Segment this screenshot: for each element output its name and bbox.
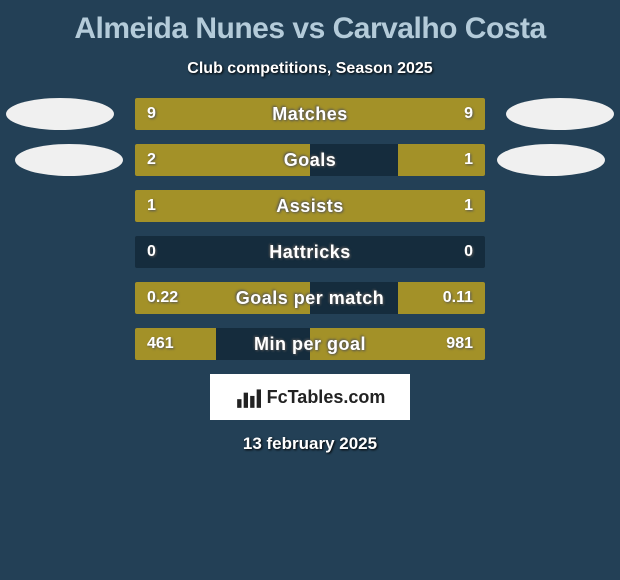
stat-row: Goals2 1 [0,144,620,176]
player-avatar-left [15,144,123,176]
stat-label: Goals per match [135,282,485,314]
stat-bar-track: Hattricks0 0 [135,236,485,268]
source-badge: FcTables.com [210,374,410,420]
stat-value-right: 0 [464,236,473,268]
stat-row: Goals per match0.22 0.11 [0,282,620,314]
subtitle: Club competitions, Season 2025 [0,60,620,78]
stat-value-right: 1 [464,190,473,222]
stat-value-left: 0 [147,236,156,268]
stat-row: Matches9 9 [0,98,620,130]
stat-value-left: 1 [147,190,156,222]
stat-label: Goals [135,144,485,176]
stat-value-left: 2 [147,144,156,176]
stats-area: Matches99Goals21Assists11Hattricks00Goal… [0,98,620,360]
stat-label: Min per goal [135,328,485,360]
stat-value-left: 0.22 [147,282,178,314]
player-avatar-left [6,98,114,130]
stat-value-right: 1 [464,144,473,176]
player-avatar-right [506,98,614,130]
page-title: Almeida Nunes vs Carvalho Costa [0,8,620,50]
stat-bar-track: Goals per match0.22 0.11 [135,282,485,314]
stat-label: Assists [135,190,485,222]
stat-row: Hattricks0 0 [0,236,620,268]
stat-value-right: 0.11 [443,282,473,314]
comparison-card: Almeida Nunes vs Carvalho Costa Club com… [0,0,620,454]
stat-label: Matches [135,98,485,130]
stat-bar-track: Matches9 9 [135,98,485,130]
stat-value-right: 9 [464,98,473,130]
chart-icon [235,384,261,410]
stat-row: Min per goal461 981 [0,328,620,360]
stat-row: Assists1 1 [0,190,620,222]
stat-value-right: 981 [446,328,473,360]
stat-value-left: 9 [147,98,156,130]
date-label: 13 february 2025 [0,434,620,454]
stat-bar-track: Min per goal461 981 [135,328,485,360]
stat-label: Hattricks [135,236,485,268]
stat-bar-track: Assists1 1 [135,190,485,222]
stat-bar-track: Goals2 1 [135,144,485,176]
player-avatar-right [497,144,605,176]
stat-value-left: 461 [147,328,174,360]
badge-text: FcTables.com [267,387,386,408]
